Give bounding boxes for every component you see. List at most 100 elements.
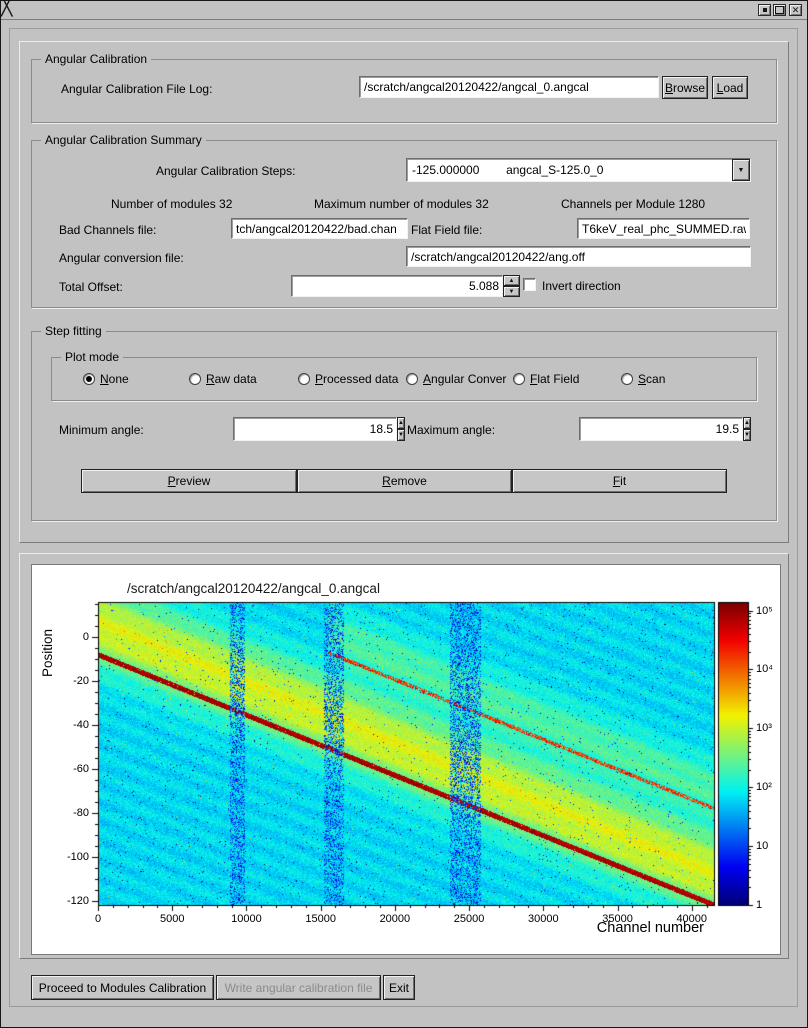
y-tick-label: -60 — [73, 762, 89, 775]
steps-label: Angular Calibration Steps: — [156, 164, 296, 178]
proceed-button-label: Proceed to Modules Calibration — [38, 980, 207, 995]
summary-group: Angular Calibration Summary — [31, 133, 777, 308]
colorbar-tick-label: 1 — [756, 899, 763, 911]
plot-mode-group-title: Plot mode — [61, 350, 124, 364]
angular-conversion-input[interactable] — [406, 246, 751, 267]
preview-button[interactable]: Preview — [81, 469, 297, 493]
colorbar-tick-label: 10⁴ — [756, 663, 773, 676]
exit-button[interactable]: Exit — [383, 975, 415, 1000]
x-tick-label: 10000 — [231, 913, 262, 925]
radio-raw-data[interactable] — [189, 373, 201, 385]
max-modules-text: Maximum number of modules 32 — [314, 197, 489, 211]
invert-direction-label: Invert direction — [542, 279, 621, 293]
x-tick-label: 40000 — [676, 913, 708, 925]
x-tick-label: 0 — [94, 913, 102, 925]
close-icon: ✕ — [791, 4, 800, 15]
load-button-label: Load — [716, 80, 744, 95]
arrow-up-icon: ▲ — [398, 420, 404, 426]
colorbar-tick-label: 10⁵ — [756, 604, 773, 617]
minimum-angle-label: Minimum angle: — [59, 423, 144, 437]
minimum-angle-down-button[interactable]: ▼ — [397, 429, 405, 441]
flat-field-label: Flat Field file: — [411, 223, 483, 237]
radio-scan[interactable] — [621, 373, 633, 385]
close-button[interactable]: ✕ — [789, 4, 802, 16]
summary-group-title: Angular Calibration Summary — [41, 133, 206, 147]
num-modules-text: Number of modules 32 — [111, 197, 233, 211]
plot-panel — [19, 553, 789, 959]
chevron-down-icon: ▼ — [737, 166, 745, 174]
radio-label-processed-data[interactable]: Processed data — [315, 372, 399, 386]
titlebar[interactable]: ╳ ✕ — [1, 1, 807, 20]
arrow-down-icon: ▼ — [398, 432, 404, 438]
write-angular-file-button[interactable]: Write angular calibration file — [216, 975, 381, 1000]
bad-channels-label: Bad Channels file: — [59, 223, 157, 237]
browse-button[interactable]: Browse — [662, 76, 708, 99]
x-tick-label: 35000 — [602, 913, 633, 925]
x-axis-title: Channel number — [596, 920, 704, 936]
maximum-angle-input[interactable] — [579, 417, 743, 441]
maximize-icon — [775, 6, 784, 14]
calibration-heatmap-canvas[interactable] — [32, 565, 780, 954]
minimum-angle-up-button[interactable]: ▲ — [397, 417, 405, 429]
y-tick-label: 0 — [82, 631, 89, 644]
total-offset-down-button[interactable]: ▼ — [503, 286, 520, 297]
window-manager-icon: ╳ — [1, 0, 13, 17]
file-log-input[interactable] — [359, 76, 659, 98]
invert-direction-checkbox[interactable] — [523, 278, 536, 291]
radio-label-flat-field[interactable]: Flat Field — [530, 372, 580, 386]
fit-button[interactable]: Fit — [512, 469, 727, 493]
x-tick-label: 5000 — [159, 913, 185, 925]
y-tick-label: -40 — [73, 718, 89, 731]
arrow-up-icon: ▲ — [744, 420, 750, 426]
content-frame — [9, 28, 798, 1007]
radio-label-scan[interactable]: Scan — [638, 372, 666, 386]
radio-processed-data[interactable] — [298, 373, 310, 385]
arrow-down-icon: ▼ — [508, 288, 515, 295]
arrow-up-icon: ▲ — [508, 277, 515, 284]
radio-selected-dot — [86, 376, 92, 382]
radio-label-none[interactable]: None — [100, 372, 129, 386]
radio-angular-conver[interactable] — [406, 373, 418, 385]
remove-button-label: Remove — [382, 474, 427, 488]
preview-button-label: Preview — [167, 474, 211, 488]
file-log-label: Angular Calibration File Log: — [61, 82, 213, 96]
radio-label-raw-data[interactable]: Raw data — [206, 372, 257, 386]
colorbar-tick-label: 10 — [756, 840, 769, 853]
radio-none[interactable] — [83, 373, 95, 385]
steps-combobox-value: -125.000000 angcal_S-125.0_0 — [412, 163, 604, 177]
maximum-angle-down-button[interactable]: ▼ — [743, 429, 751, 441]
total-offset-input[interactable] — [291, 275, 503, 297]
colorbar-tick-label: 10² — [756, 781, 772, 794]
plot-title: /scratch/angcal20120422/angcal_0.angcal — [127, 581, 380, 596]
total-offset-up-button[interactable]: ▲ — [503, 275, 520, 286]
y-tick-label: -80 — [73, 806, 89, 819]
radio-label-angular-conver[interactable]: Angular Conver — [423, 372, 507, 386]
flat-field-input[interactable] — [577, 218, 750, 239]
minimum-angle-spinbox: ▲ ▼ — [233, 417, 405, 441]
remove-button[interactable]: Remove — [297, 469, 512, 493]
load-button[interactable]: Load — [712, 76, 748, 99]
angular-calibration-group: Angular Calibration — [31, 52, 777, 123]
plot-mode-group: Plot mode — [51, 350, 757, 401]
y-tick-label: -100 — [66, 850, 89, 863]
maximum-angle-spinbox: ▲ ▼ — [579, 417, 751, 441]
total-offset-label: Total Offset: — [59, 280, 123, 294]
y-tick-label: -20 — [73, 675, 89, 688]
fit-button-label: Fit — [612, 474, 627, 488]
proceed-to-modules-calibration-button[interactable]: Proceed to Modules Calibration — [31, 975, 214, 1000]
maximum-angle-label: Maximum angle: — [407, 423, 496, 437]
step-fitting-group-title: Step fitting — [41, 324, 106, 338]
radio-flat-field[interactable] — [513, 373, 525, 385]
channels-per-module-text: Channels per Module 1280 — [561, 197, 706, 211]
angular-calibration-group-title: Angular Calibration — [41, 52, 152, 66]
bad-channels-input[interactable] — [231, 218, 408, 239]
minimum-angle-input[interactable] — [233, 417, 397, 441]
maximum-angle-up-button[interactable]: ▲ — [743, 417, 751, 429]
total-offset-spinbox: ▲ ▼ — [291, 275, 520, 297]
steps-combobox[interactable]: -125.000000 angcal_S-125.0_0 ▼ — [406, 158, 751, 182]
steps-combobox-arrow[interactable]: ▼ — [732, 159, 750, 181]
form-panel — [19, 41, 789, 543]
maximize-button[interactable] — [773, 4, 786, 16]
angular-conversion-label: Angular conversion file: — [59, 251, 184, 265]
minimize-button[interactable] — [758, 4, 771, 16]
